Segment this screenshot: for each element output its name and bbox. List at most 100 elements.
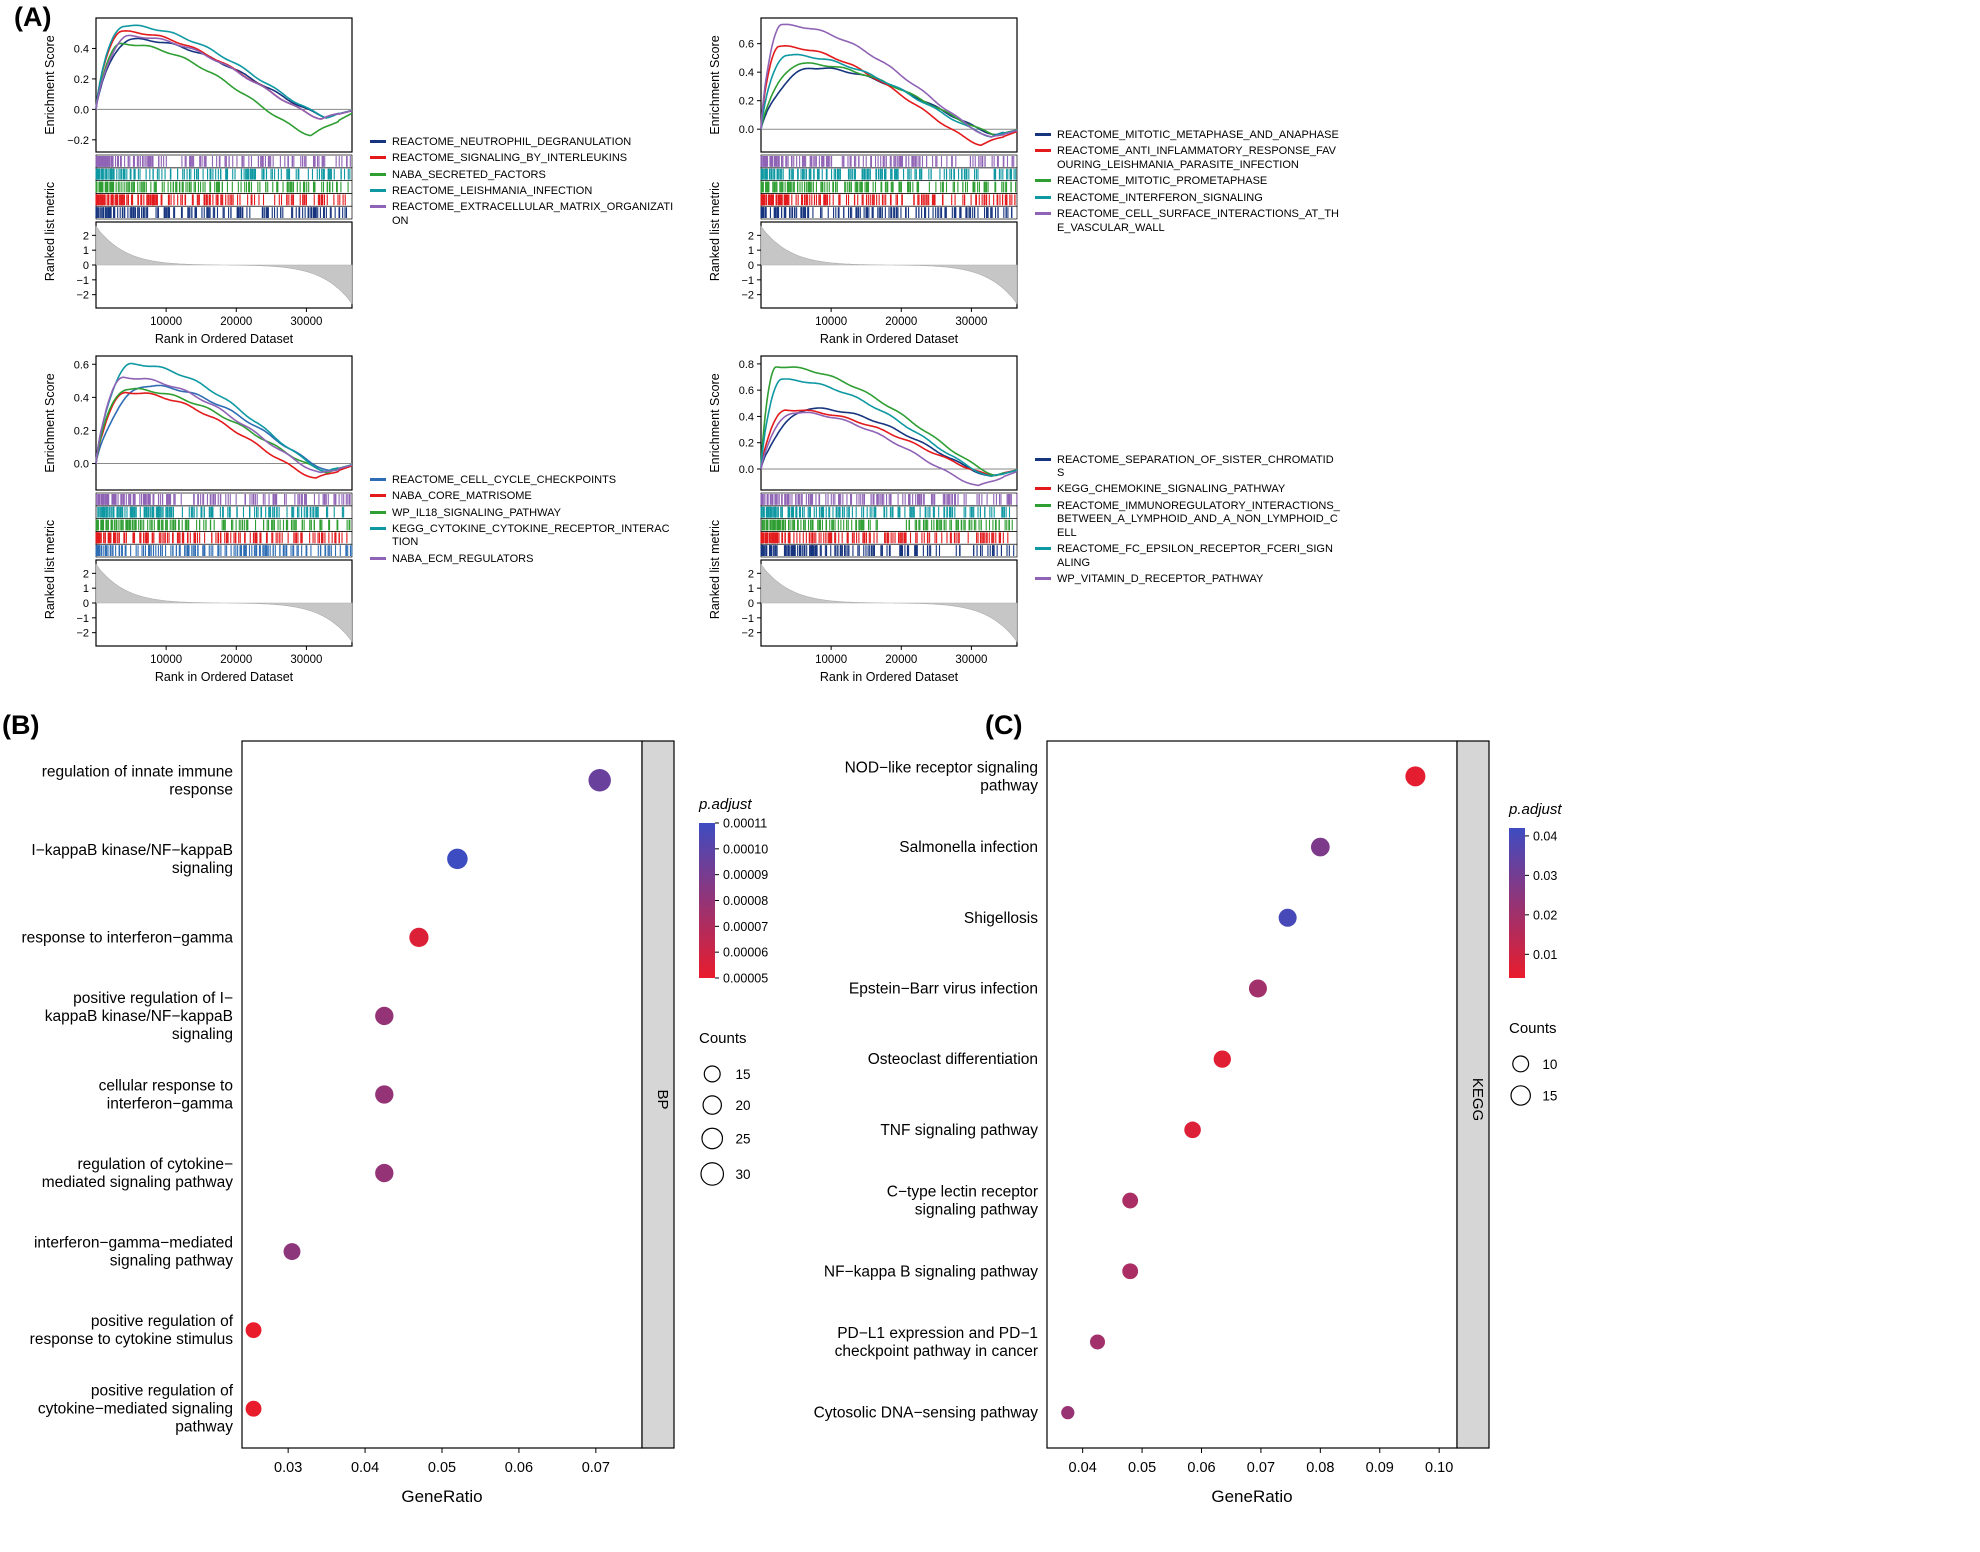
panel-c-label: (C) — [985, 710, 1023, 740]
counts-legend-label: 25 — [735, 1131, 750, 1146]
legend-series-label: REACTOME_MITOTIC_PROMETAPHASE — [1057, 175, 1268, 188]
legend-item: REACTOME_FC_EPSILON_RECEPTOR_FCERI_SIGNA… — [1035, 543, 1340, 570]
metric-ytick-label: −1 — [76, 613, 89, 625]
dot — [1122, 1192, 1139, 1209]
row-label: signaling — [172, 1026, 233, 1043]
plot-panel — [1046, 740, 1458, 1449]
counts-legend-label: 15 — [1542, 1088, 1557, 1103]
legend-line-swatch-icon — [1035, 195, 1051, 199]
row-label: I−kappaB kinase/NF−kappaB — [31, 842, 233, 859]
es-ytick-label: 0.4 — [74, 43, 89, 55]
legend-item: WP_IL18_SIGNALING_PATHWAY — [370, 507, 675, 520]
row-label: cellular response to — [99, 1078, 233, 1095]
row-label: signaling pathway — [915, 1202, 1038, 1219]
legend-line-swatch-icon — [370, 494, 386, 498]
metric-ytick-label: 0 — [748, 260, 754, 272]
legend-series-label: REACTOME_SEPARATION_OF_SISTER_CHROMATIDS — [1057, 453, 1334, 480]
es-curve — [95, 42, 353, 137]
legend-item: REACTOME_NEUTROPHIL_DEGRANULATION — [370, 136, 675, 149]
x-tick-label: 20000 — [885, 654, 917, 666]
x-tick-label: 30000 — [955, 316, 987, 328]
legend-series-label: REACTOME_IMMUNOREGULATORY_INTERACTIONS_B… — [1057, 499, 1340, 539]
x-tick-label: 0.05 — [428, 1460, 456, 1476]
es-ytick-label: 0.0 — [739, 464, 754, 476]
x-tick-label: 0.04 — [351, 1460, 379, 1476]
row-label: TNF signaling pathway — [880, 1122, 1038, 1139]
dot — [409, 927, 429, 948]
legend-line-swatch-icon — [1035, 149, 1051, 153]
dot — [1310, 837, 1330, 857]
x-tick-label: 20000 — [220, 316, 252, 328]
legend-item: REACTOME_INTERFERON_SIGNALING — [1035, 192, 1340, 205]
row-label: regulation of cytokine− — [77, 1156, 233, 1173]
row-label: kappaB kinase/NF−kappaB — [45, 1008, 233, 1025]
counts-legend-label: 30 — [735, 1167, 750, 1182]
metric-ytick-label: 2 — [748, 230, 754, 242]
metric-ytick-label: −1 — [76, 275, 89, 287]
legend-line-swatch-icon — [1035, 457, 1051, 461]
padjust-gradient-bar — [699, 823, 715, 978]
legend-line-swatch-icon — [1035, 212, 1051, 216]
es-panel — [95, 17, 353, 153]
legend-line-swatch-icon — [1035, 179, 1051, 183]
legend-item: REACTOME_LEISHMANIA_INFECTION — [370, 185, 675, 198]
strip-label: BP — [654, 1089, 671, 1109]
x-axis-title: Rank in Ordered Dataset — [155, 332, 294, 346]
row-label: signaling — [172, 860, 233, 877]
es-ytick-label: −0.2 — [67, 135, 89, 147]
metric-ytick-label: 2 — [83, 568, 89, 580]
dot — [245, 1322, 262, 1339]
legend-line-swatch-icon — [370, 205, 386, 209]
legend-series-label: REACTOME_MITOTIC_METAPHASE_AND_ANAPHASE — [1057, 129, 1339, 142]
metric-axis-title: Ranked list metric — [708, 520, 722, 619]
counts-legend-label: 20 — [735, 1098, 750, 1113]
legend-item: REACTOME_SEPARATION_OF_SISTER_CHROMATIDS — [1035, 454, 1340, 481]
padjust-tick-label: 0.00005 — [723, 972, 768, 986]
gsea-chart-2: 0.0 0.2 0.4 0.6 −2 −1 0 1 2 10000 20000 30000 Rank i… — [708, 17, 1018, 346]
counts-legend-circle — [1510, 1085, 1531, 1106]
metric-area — [95, 563, 353, 643]
x-tick-label: 20000 — [885, 316, 917, 328]
x-tick-label: 30000 — [290, 316, 322, 328]
legend-line-swatch-icon — [370, 139, 386, 143]
es-curve — [760, 45, 1018, 147]
gsea-chart-3: 0.0 0.2 0.4 0.6 −2 −1 0 1 2 10000 20000 30000 Rank i… — [43, 355, 353, 684]
x-tick-label: 10000 — [150, 654, 182, 666]
legend-item: WP_VITAMIN_D_RECEPTOR_PATHWAY — [1035, 573, 1340, 586]
es-ytick-label: 0.0 — [74, 459, 89, 471]
x-axis-title: GeneRatio — [401, 1487, 482, 1506]
metric-area — [760, 225, 1018, 305]
row-label: interferon−gamma−mediated — [34, 1235, 233, 1252]
metric-ytick-label: −1 — [741, 275, 754, 287]
es-ytick-label: 0.4 — [739, 67, 754, 79]
counts-legend-circle — [700, 1162, 725, 1186]
padjust-tick-label: 0.02 — [1533, 908, 1557, 922]
row-label: pathway — [980, 777, 1038, 794]
row-label: cytokine−mediated signaling — [38, 1401, 233, 1418]
es-curve — [760, 23, 1018, 138]
metric-axis-title: Ranked list metric — [43, 182, 57, 281]
metric-ytick-label: 1 — [83, 245, 89, 257]
es-ytick-label: 0.2 — [739, 96, 754, 108]
es-curve — [95, 362, 353, 473]
dot — [1405, 766, 1426, 787]
es-ytick-label: 0.0 — [739, 124, 754, 136]
x-tick-label: 10000 — [815, 654, 847, 666]
legend-series-label: NABA_CORE_MATRISOME — [392, 490, 532, 503]
legend-series-label: REACTOME_CELL_CYCLE_CHECKPOINTS — [392, 473, 617, 486]
es-ytick-label: 0.2 — [74, 74, 89, 86]
padjust-tick-label: 0.00006 — [723, 946, 768, 960]
row-label: checkpoint pathway in cancer — [835, 1343, 1038, 1360]
gsea-plot-group-2: 0.0 0.2 0.4 0.6 −2 −1 0 1 2 10000 20000 30000 Rank i… — [705, 10, 1340, 354]
legend-item: NABA_CORE_MATRISOME — [370, 490, 675, 503]
dot — [375, 1006, 394, 1026]
legend-item: NABA_SECRETED_FACTORS — [370, 169, 675, 182]
row-label: response to cytokine stimulus — [30, 1331, 234, 1348]
es-ytick-label: 0.6 — [74, 359, 89, 371]
metric-axis-title: Ranked list metric — [708, 182, 722, 281]
counts-legend-circle — [702, 1095, 722, 1115]
legend-series-label: REACTOME_ANTI_INFLAMMATORY_RESPONSE_FAVO… — [1057, 145, 1336, 171]
legend-line-swatch-icon — [1035, 133, 1051, 137]
